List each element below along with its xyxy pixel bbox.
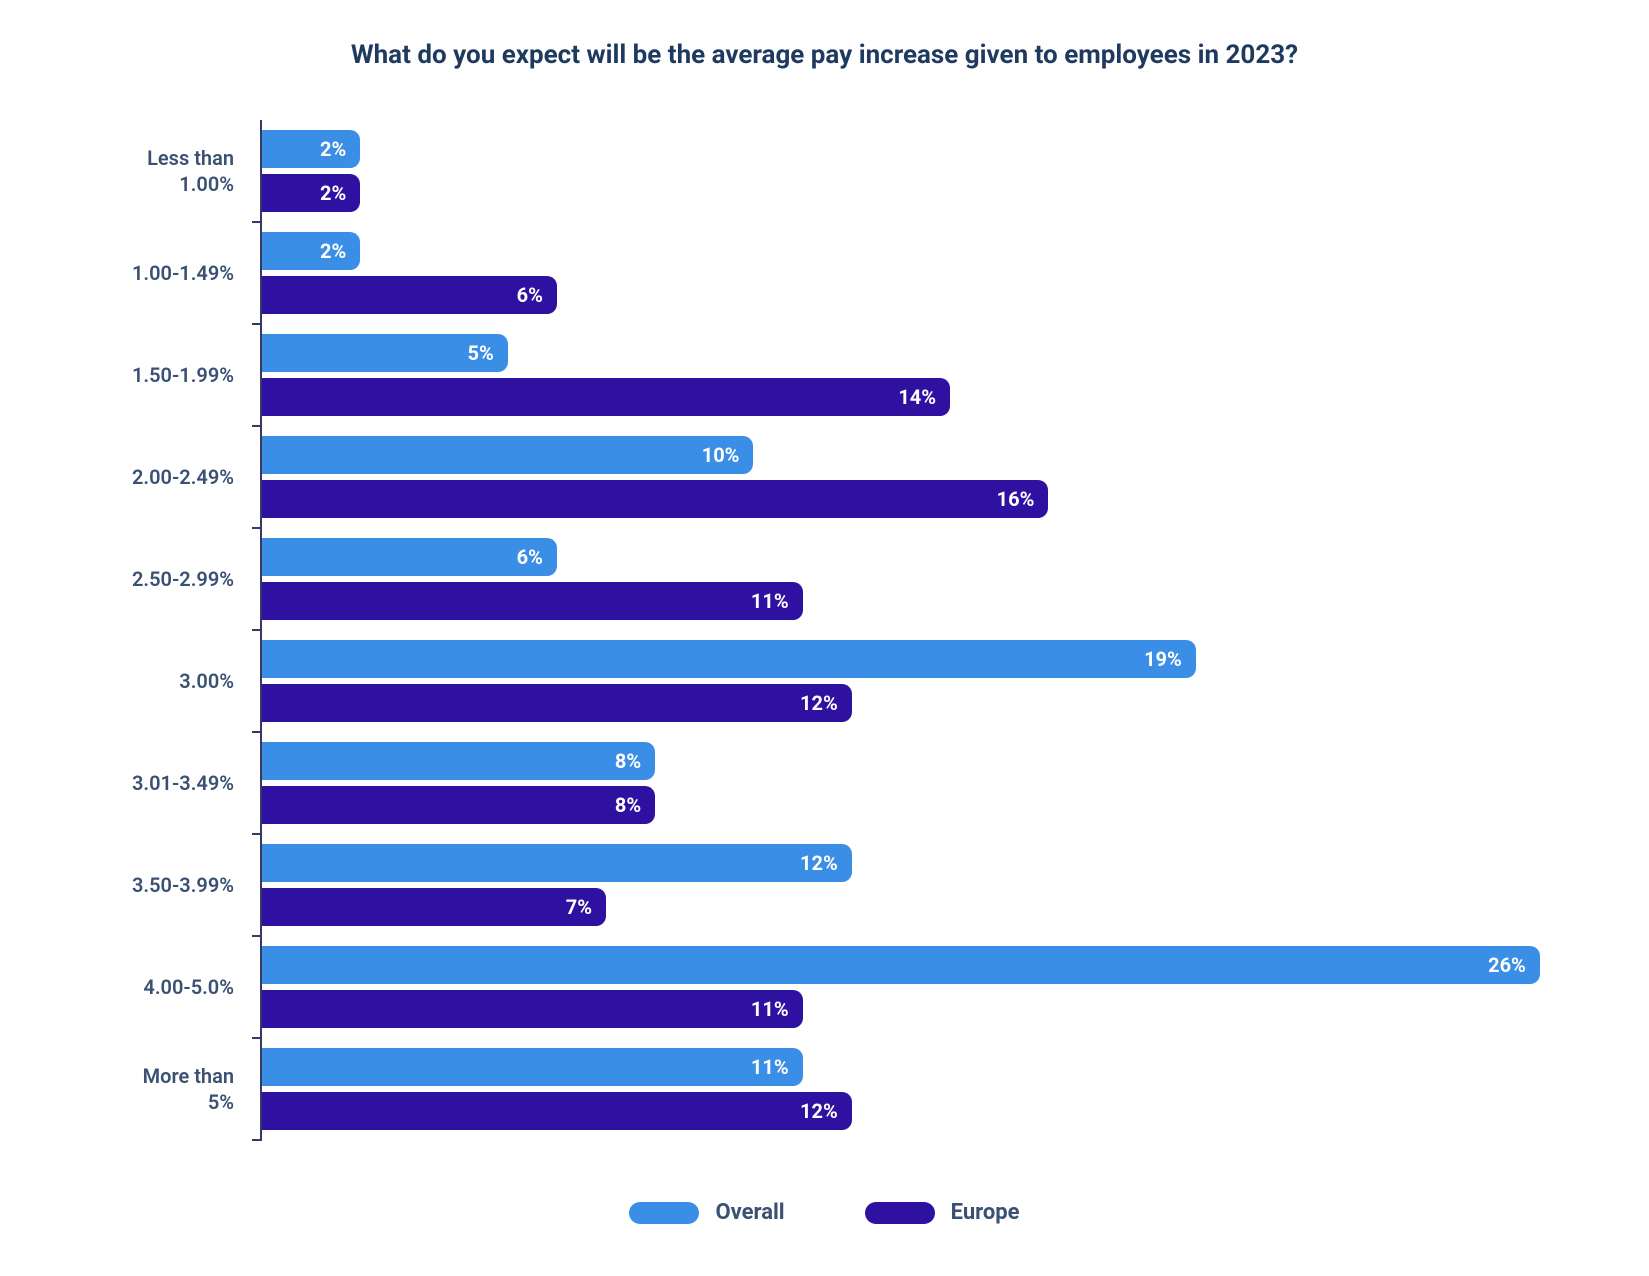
category-label: 2.00-2.49% [102,426,252,528]
bar-europe: 14% [262,378,950,416]
axis-tick [252,833,262,835]
legend-label: Europe [951,1200,1020,1225]
bar-value-label: 2% [320,239,346,263]
bar-overall: 11% [262,1048,803,1086]
axis-tick [252,1037,262,1039]
category-group: 3.01-3.49%8%8% [262,732,1589,834]
bar-value-label: 6% [517,283,543,307]
bar-overall: 26% [262,946,1540,984]
bar-value-label: 14% [898,385,936,409]
bar-value-label: 8% [615,793,641,817]
bar-pair: 11% 12% [262,1048,1589,1130]
legend-item-europe: Europe [865,1200,1020,1225]
bar-europe: 16% [262,480,1048,518]
bar-overall: 2% [262,232,360,270]
bar-pair: 5% 14% [262,334,1589,416]
category-group: 3.00%19%12% [262,630,1589,732]
bar-value-label: 12% [800,1099,838,1123]
bar-pair: 12% 7% [262,844,1589,926]
axis-tick [252,935,262,937]
category-group: 2.00-2.49%10%16% [262,426,1589,528]
bar-europe: 11% [262,990,803,1028]
axis-tick [252,1139,262,1141]
category-label: Less than1.00% [102,120,252,222]
category-group: 1.50-1.99%5%14% [262,324,1589,426]
bar-overall: 5% [262,334,508,372]
bar-value-label: 26% [1488,953,1526,977]
axis-tick [252,527,262,529]
category-group: 3.50-3.99%12%7% [262,834,1589,936]
bar-overall: 19% [262,640,1196,678]
pay-increase-chart: What do you expect will be the average p… [60,40,1589,1225]
bar-europe: 12% [262,1092,852,1130]
category-label: 2.50-2.99% [102,528,252,630]
axis-tick [252,323,262,325]
category-group: 2.50-2.99%6%11% [262,528,1589,630]
category-label: 3.00% [102,630,252,732]
bar-value-label: 8% [615,749,641,773]
bar-value-label: 11% [751,997,789,1021]
bar-value-label: 10% [702,443,740,467]
bar-value-label: 5% [467,341,493,365]
bar-overall: 2% [262,130,360,168]
category-label: 1.50-1.99% [102,324,252,426]
bar-pair: 26% 11% [262,946,1589,1028]
chart-title: What do you expect will be the average p… [60,40,1589,70]
bar-overall: 8% [262,742,655,780]
legend-swatch [865,1202,935,1224]
axis-tick [252,629,262,631]
bar-value-label: 11% [751,1055,789,1079]
bar-europe: 2% [262,174,360,212]
bar-value-label: 6% [517,545,543,569]
bar-overall: 12% [262,844,852,882]
bar-europe: 8% [262,786,655,824]
bar-pair: 2% 6% [262,232,1589,314]
category-label: 4.00-5.0% [102,936,252,1038]
bar-pair: 6% 11% [262,538,1589,620]
bar-pair: 2% 2% [262,130,1589,212]
bar-europe: 11% [262,582,803,620]
legend-swatch [629,1202,699,1224]
legend-item-overall: Overall [629,1200,784,1225]
category-label: More than5% [102,1038,252,1140]
bar-value-label: 16% [997,487,1035,511]
bar-pair: 8% 8% [262,742,1589,824]
bar-value-label: 19% [1144,647,1182,671]
category-label: 3.01-3.49% [102,732,252,834]
category-group: More than5%11%12% [262,1038,1589,1140]
bar-value-label: 2% [320,137,346,161]
category-label: 1.00-1.49% [102,222,252,324]
chart-plot-area: Less than1.00% 2% 2% 1.00-1.49% 2% 6% 1.50-1.9… [100,120,1589,1140]
bar-value-label: 11% [751,589,789,613]
bar-europe: 7% [262,888,606,926]
bar-value-label: 7% [566,895,592,919]
bar-europe: 12% [262,684,852,722]
category-group: 4.00-5.0%26%11% [262,936,1589,1038]
axis-tick [252,221,262,223]
axis-tick [252,731,262,733]
category-group: 1.00-1.49%2%6% [262,222,1589,324]
bar-value-label: 2% [320,181,346,205]
category-group: Less than1.00%2%2% [262,120,1589,222]
category-label: 3.50-3.99% [102,834,252,936]
bar-pair: 10% 16% [262,436,1589,518]
bar-value-label: 12% [800,691,838,715]
bar-europe: 6% [262,276,557,314]
legend-label: Overall [715,1200,784,1225]
bar-overall: 10% [262,436,753,474]
axis-tick [252,425,262,427]
chart-legend: Overall Europe [60,1200,1589,1225]
bar-value-label: 12% [800,851,838,875]
bar-pair: 19% 12% [262,640,1589,722]
bar-overall: 6% [262,538,557,576]
